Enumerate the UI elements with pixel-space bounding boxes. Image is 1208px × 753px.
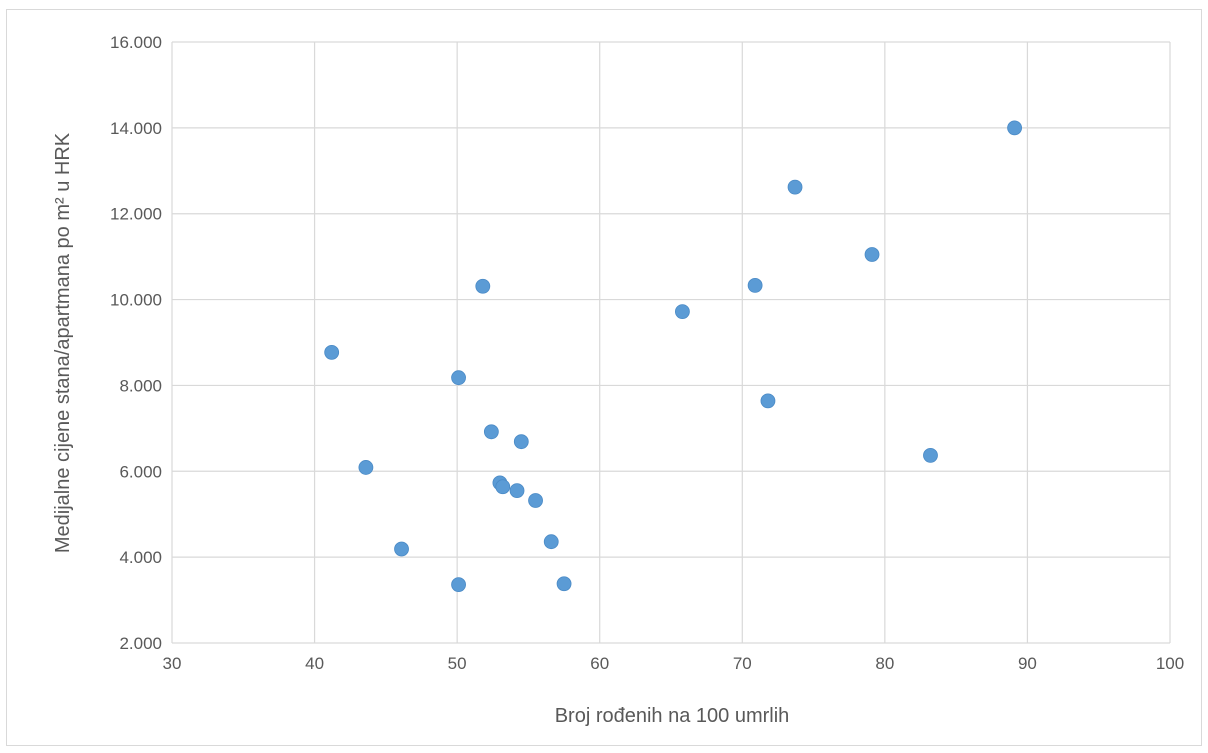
y-tick-label: 16.000 bbox=[110, 33, 162, 52]
x-tick-label: 50 bbox=[448, 654, 467, 673]
y-tick-label: 4.000 bbox=[119, 548, 162, 567]
y-tick-label: 14.000 bbox=[110, 119, 162, 138]
x-tick-label: 100 bbox=[1156, 654, 1184, 673]
data-point bbox=[528, 493, 543, 508]
data-point bbox=[451, 577, 466, 593]
data-point bbox=[864, 247, 880, 262]
x-tick-label: 90 bbox=[1018, 654, 1037, 673]
y-axis-title: Medijalne cijene stana/apartmana po m² u… bbox=[52, 132, 74, 553]
y-tick-label: 12.000 bbox=[110, 205, 162, 224]
chart-frame bbox=[6, 9, 1202, 746]
data-point bbox=[556, 576, 572, 592]
data-point bbox=[394, 541, 409, 557]
data-point bbox=[747, 278, 763, 293]
data-point bbox=[543, 534, 559, 550]
data-point bbox=[1007, 120, 1022, 136]
y-tick-label: 10.000 bbox=[110, 291, 162, 310]
data-point bbox=[483, 424, 499, 440]
data-point bbox=[451, 370, 466, 386]
x-tick-label: 40 bbox=[305, 654, 324, 673]
data-point bbox=[324, 344, 340, 360]
data-point bbox=[675, 304, 690, 319]
y-axis-ticks: 2.000 4.000 6.000 8.000 10.000 12.000 14.000 16… bbox=[110, 33, 162, 653]
gridlines bbox=[171, 41, 1171, 644]
data-point bbox=[923, 448, 938, 463]
data-point bbox=[513, 434, 529, 450]
data-point bbox=[787, 179, 803, 195]
x-tick-label: 30 bbox=[163, 654, 182, 673]
y-tick-label: 2.000 bbox=[119, 634, 162, 653]
data-points bbox=[324, 120, 1022, 593]
data-point bbox=[760, 393, 776, 409]
y-tick-label: 6.000 bbox=[119, 462, 162, 481]
data-point bbox=[509, 483, 525, 499]
x-axis-title: Broj rođenih na 100 umrlih bbox=[555, 705, 790, 727]
data-point bbox=[495, 479, 511, 495]
x-tick-label: 70 bbox=[733, 654, 752, 673]
x-tick-label: 60 bbox=[590, 654, 609, 673]
data-point bbox=[475, 278, 491, 294]
data-point bbox=[358, 460, 374, 475]
x-tick-label: 80 bbox=[875, 654, 894, 673]
x-axis-ticks: 30 40 50 60 70 80 90 100 bbox=[163, 654, 1185, 673]
y-tick-label: 8.000 bbox=[119, 376, 162, 395]
